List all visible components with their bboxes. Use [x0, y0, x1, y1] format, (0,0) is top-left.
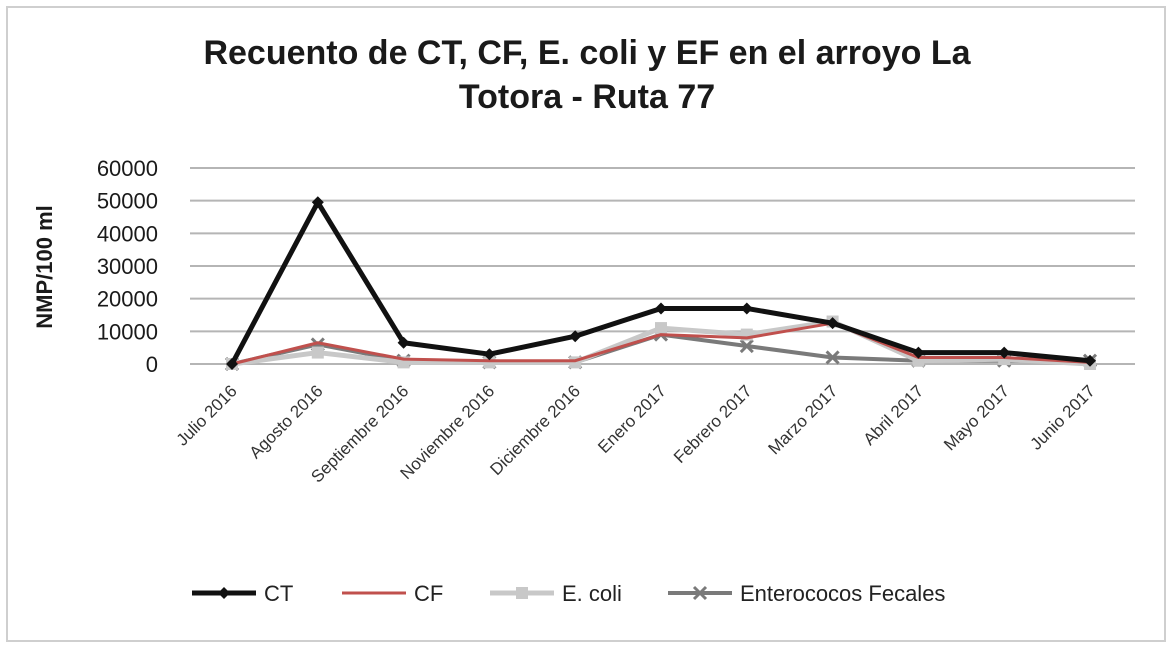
y-tick-label: 40000 — [97, 221, 158, 246]
ecoli-point — [311, 346, 324, 359]
ct-point — [569, 330, 582, 343]
y-axis-label: NMP/100 ml — [32, 205, 57, 329]
y-tick-labels: 0 10000 20000 30000 40000 50000 60000 — [97, 156, 158, 377]
y-tick-label: 60000 — [97, 156, 158, 181]
x-tick-label: Abril 2017 — [860, 381, 928, 449]
chart-frame — [6, 6, 1166, 642]
ct-point — [1084, 354, 1096, 367]
series-line — [229, 199, 1091, 366]
x-tick-label: Mayo 2017 — [940, 381, 1013, 454]
x-tick-label: Agosto 2016 — [246, 381, 327, 462]
series-lines — [224, 196, 1098, 372]
y-tick-label: 20000 — [97, 287, 158, 312]
ct-point — [655, 302, 667, 315]
x-tick-label: Marzo 2017 — [765, 381, 842, 458]
ct-point — [226, 358, 238, 370]
ct-point — [311, 196, 324, 209]
legend: CT CF E. coli Enterococos Fecales — [192, 581, 945, 606]
ct-point — [912, 346, 925, 359]
ecoli-point — [655, 322, 667, 335]
legend-label: CT — [264, 581, 293, 606]
ct-point — [483, 348, 496, 361]
ct-point — [218, 587, 230, 599]
ct-point — [397, 336, 410, 349]
x-tick-label: Julio 2016 — [173, 381, 241, 449]
x-tick-label: Junio 2017 — [1027, 381, 1099, 453]
chart-title-line2: Totora - Ruta 77 — [459, 78, 715, 116]
x-tick-label: Febrero 2017 — [670, 381, 756, 467]
legend-label: Enterococos Fecales — [740, 581, 945, 606]
y-tick-label: 10000 — [97, 319, 158, 344]
gridlines — [190, 167, 1135, 365]
y-tick-label: 50000 — [97, 189, 158, 214]
x-tick-label: Diciembre 2016 — [486, 381, 584, 479]
series-line — [231, 321, 1091, 366]
ct-point — [826, 317, 839, 330]
x-tick-label: Noviembre 2016 — [397, 381, 499, 483]
ct-point — [740, 302, 753, 315]
chart-title-line1: Recuento de CT, CF, E. coli y EF en el a… — [203, 34, 971, 72]
legend-label: CF — [414, 581, 443, 606]
enterococos-point — [825, 350, 840, 365]
ecoli-point — [516, 587, 528, 599]
y-tick-label: 0 — [146, 352, 158, 377]
enterococos-point — [692, 585, 708, 601]
enterococos-point — [739, 338, 754, 354]
y-tick-label: 30000 — [97, 254, 158, 279]
x-tick-label: Enero 2017 — [594, 381, 670, 457]
legend-label: E. coli — [562, 581, 622, 606]
ct-point — [998, 346, 1011, 359]
